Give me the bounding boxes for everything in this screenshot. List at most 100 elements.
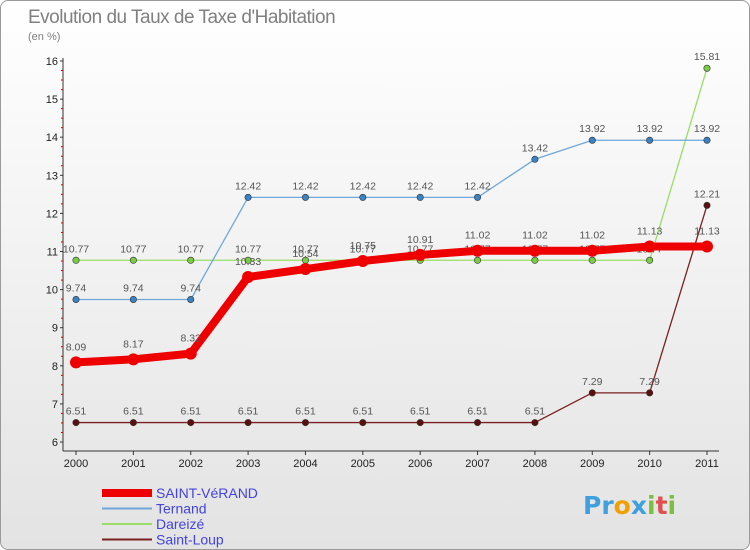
data-label: 15.81 xyxy=(694,51,720,63)
series-line xyxy=(75,139,708,301)
data-label: 11.13 xyxy=(637,226,663,238)
data-label: 10.77 xyxy=(63,243,89,255)
x-tick-label: 2011 xyxy=(695,458,719,470)
data-point xyxy=(129,256,137,264)
data-point xyxy=(588,389,596,397)
data-label: 8.32 xyxy=(181,333,202,345)
y-tick-label: 8 xyxy=(52,361,58,373)
logo-letter: P xyxy=(583,491,602,520)
data-point xyxy=(474,256,482,264)
data-label: 11.13 xyxy=(694,226,720,238)
y-tick-label: 7 xyxy=(52,399,58,411)
series-line xyxy=(72,242,711,367)
data-point xyxy=(703,64,711,72)
y-tick-label: 13 xyxy=(46,170,58,182)
data-point xyxy=(129,296,137,304)
x-tick-label: 2010 xyxy=(637,458,661,470)
data-label: 10.91 xyxy=(407,234,433,246)
data-label: 9.74 xyxy=(66,283,87,295)
legend-label: Dareizé xyxy=(156,516,204,532)
data-point xyxy=(471,244,484,257)
series-dareiz-: 10.7710.7710.7710.7710.7710.7710.7710.77… xyxy=(63,51,720,264)
data-label: 13.92 xyxy=(694,123,720,135)
data-point xyxy=(586,244,599,257)
data-point xyxy=(416,193,424,201)
logo-letter: i xyxy=(667,491,677,520)
data-label: 6.51 xyxy=(66,406,87,418)
data-point xyxy=(70,356,82,369)
legend-label: Ternand xyxy=(156,501,207,517)
data-point xyxy=(127,353,140,366)
data-label: 6.51 xyxy=(181,406,202,418)
data-point xyxy=(72,296,80,304)
logo-letter: r xyxy=(601,491,614,520)
x-tick-label: 2008 xyxy=(523,458,547,470)
data-label: 6.51 xyxy=(353,406,374,418)
data-label: 11.02 xyxy=(522,230,548,242)
data-point xyxy=(356,255,369,268)
data-label: 7.29 xyxy=(639,376,660,388)
x-tick-label: 2009 xyxy=(580,458,604,470)
x-tick-label: 2007 xyxy=(465,458,489,470)
data-point xyxy=(531,256,539,264)
data-point xyxy=(703,201,711,209)
data-point xyxy=(244,419,252,427)
data-label: 6.51 xyxy=(238,406,259,418)
logo-letter: i xyxy=(647,491,656,520)
data-point xyxy=(701,240,713,253)
y-tick-label: 11 xyxy=(47,247,58,259)
series-group: 6.51 6.51 6.51 6.51 6.51 6.51 6.51 6.51 6.51 7.29… xyxy=(63,51,720,427)
data-point xyxy=(187,296,195,304)
data-label: 8.09 xyxy=(66,341,87,353)
data-label: 10.54 xyxy=(292,248,318,260)
data-point xyxy=(416,419,424,427)
y-tick-label: 15 xyxy=(46,94,58,106)
data-point xyxy=(187,419,195,427)
data-point xyxy=(301,419,309,427)
data-point xyxy=(359,419,367,427)
data-label: 12.42 xyxy=(235,180,261,192)
proxiti-logo: Proxiti xyxy=(583,491,676,520)
data-label: 6.51 xyxy=(123,406,144,418)
data-label: 12.42 xyxy=(350,180,376,192)
chart-title: Evolution du Taux de Taxe d'Habitation xyxy=(28,7,336,28)
data-label: 9.74 xyxy=(123,283,144,295)
data-label: 10.77 xyxy=(350,243,376,255)
data-point xyxy=(359,193,367,201)
data-point xyxy=(646,256,654,264)
series-line xyxy=(75,67,708,261)
data-point xyxy=(531,155,539,163)
data-label: 10.75 xyxy=(350,240,376,252)
series-ternand: 9.74 9.74 9.74 12.42 12.42 12.42 12.42 12.42 13.… xyxy=(66,123,720,304)
data-label: 10.33 xyxy=(235,256,261,268)
y-axis-unit: (en %) xyxy=(28,31,61,43)
x-tick-label: 2004 xyxy=(293,458,317,470)
data-point xyxy=(72,256,80,264)
data-label: 6.51 xyxy=(525,406,546,418)
data-point xyxy=(244,193,252,201)
logo-letter: o xyxy=(613,491,631,520)
x-tick-label: 2005 xyxy=(351,458,375,470)
data-label: 6.51 xyxy=(467,406,488,418)
data-point xyxy=(646,136,654,144)
data-label: 6.51 xyxy=(295,406,316,418)
data-label: 6.51 xyxy=(410,406,431,418)
y-tick-label: 12 xyxy=(46,208,58,220)
data-label: 11.02 xyxy=(465,230,491,242)
y-tick-label: 10 xyxy=(46,285,58,297)
data-label: 9.74 xyxy=(181,283,202,295)
data-label: 10.77 xyxy=(235,243,261,255)
series-saint-loup: 6.51 6.51 6.51 6.51 6.51 6.51 6.51 6.51 6.51 7.29… xyxy=(66,188,720,427)
data-point xyxy=(588,256,596,264)
data-label: 12.42 xyxy=(407,180,433,192)
data-point xyxy=(187,256,195,264)
data-label: 13.92 xyxy=(636,123,662,135)
logo-letter: t xyxy=(655,491,668,520)
data-point xyxy=(474,419,482,427)
logo-letter: x xyxy=(630,491,647,520)
x-tick-label: 2003 xyxy=(236,458,260,470)
y-tick-label: 6 xyxy=(52,437,58,449)
data-point xyxy=(646,389,654,397)
